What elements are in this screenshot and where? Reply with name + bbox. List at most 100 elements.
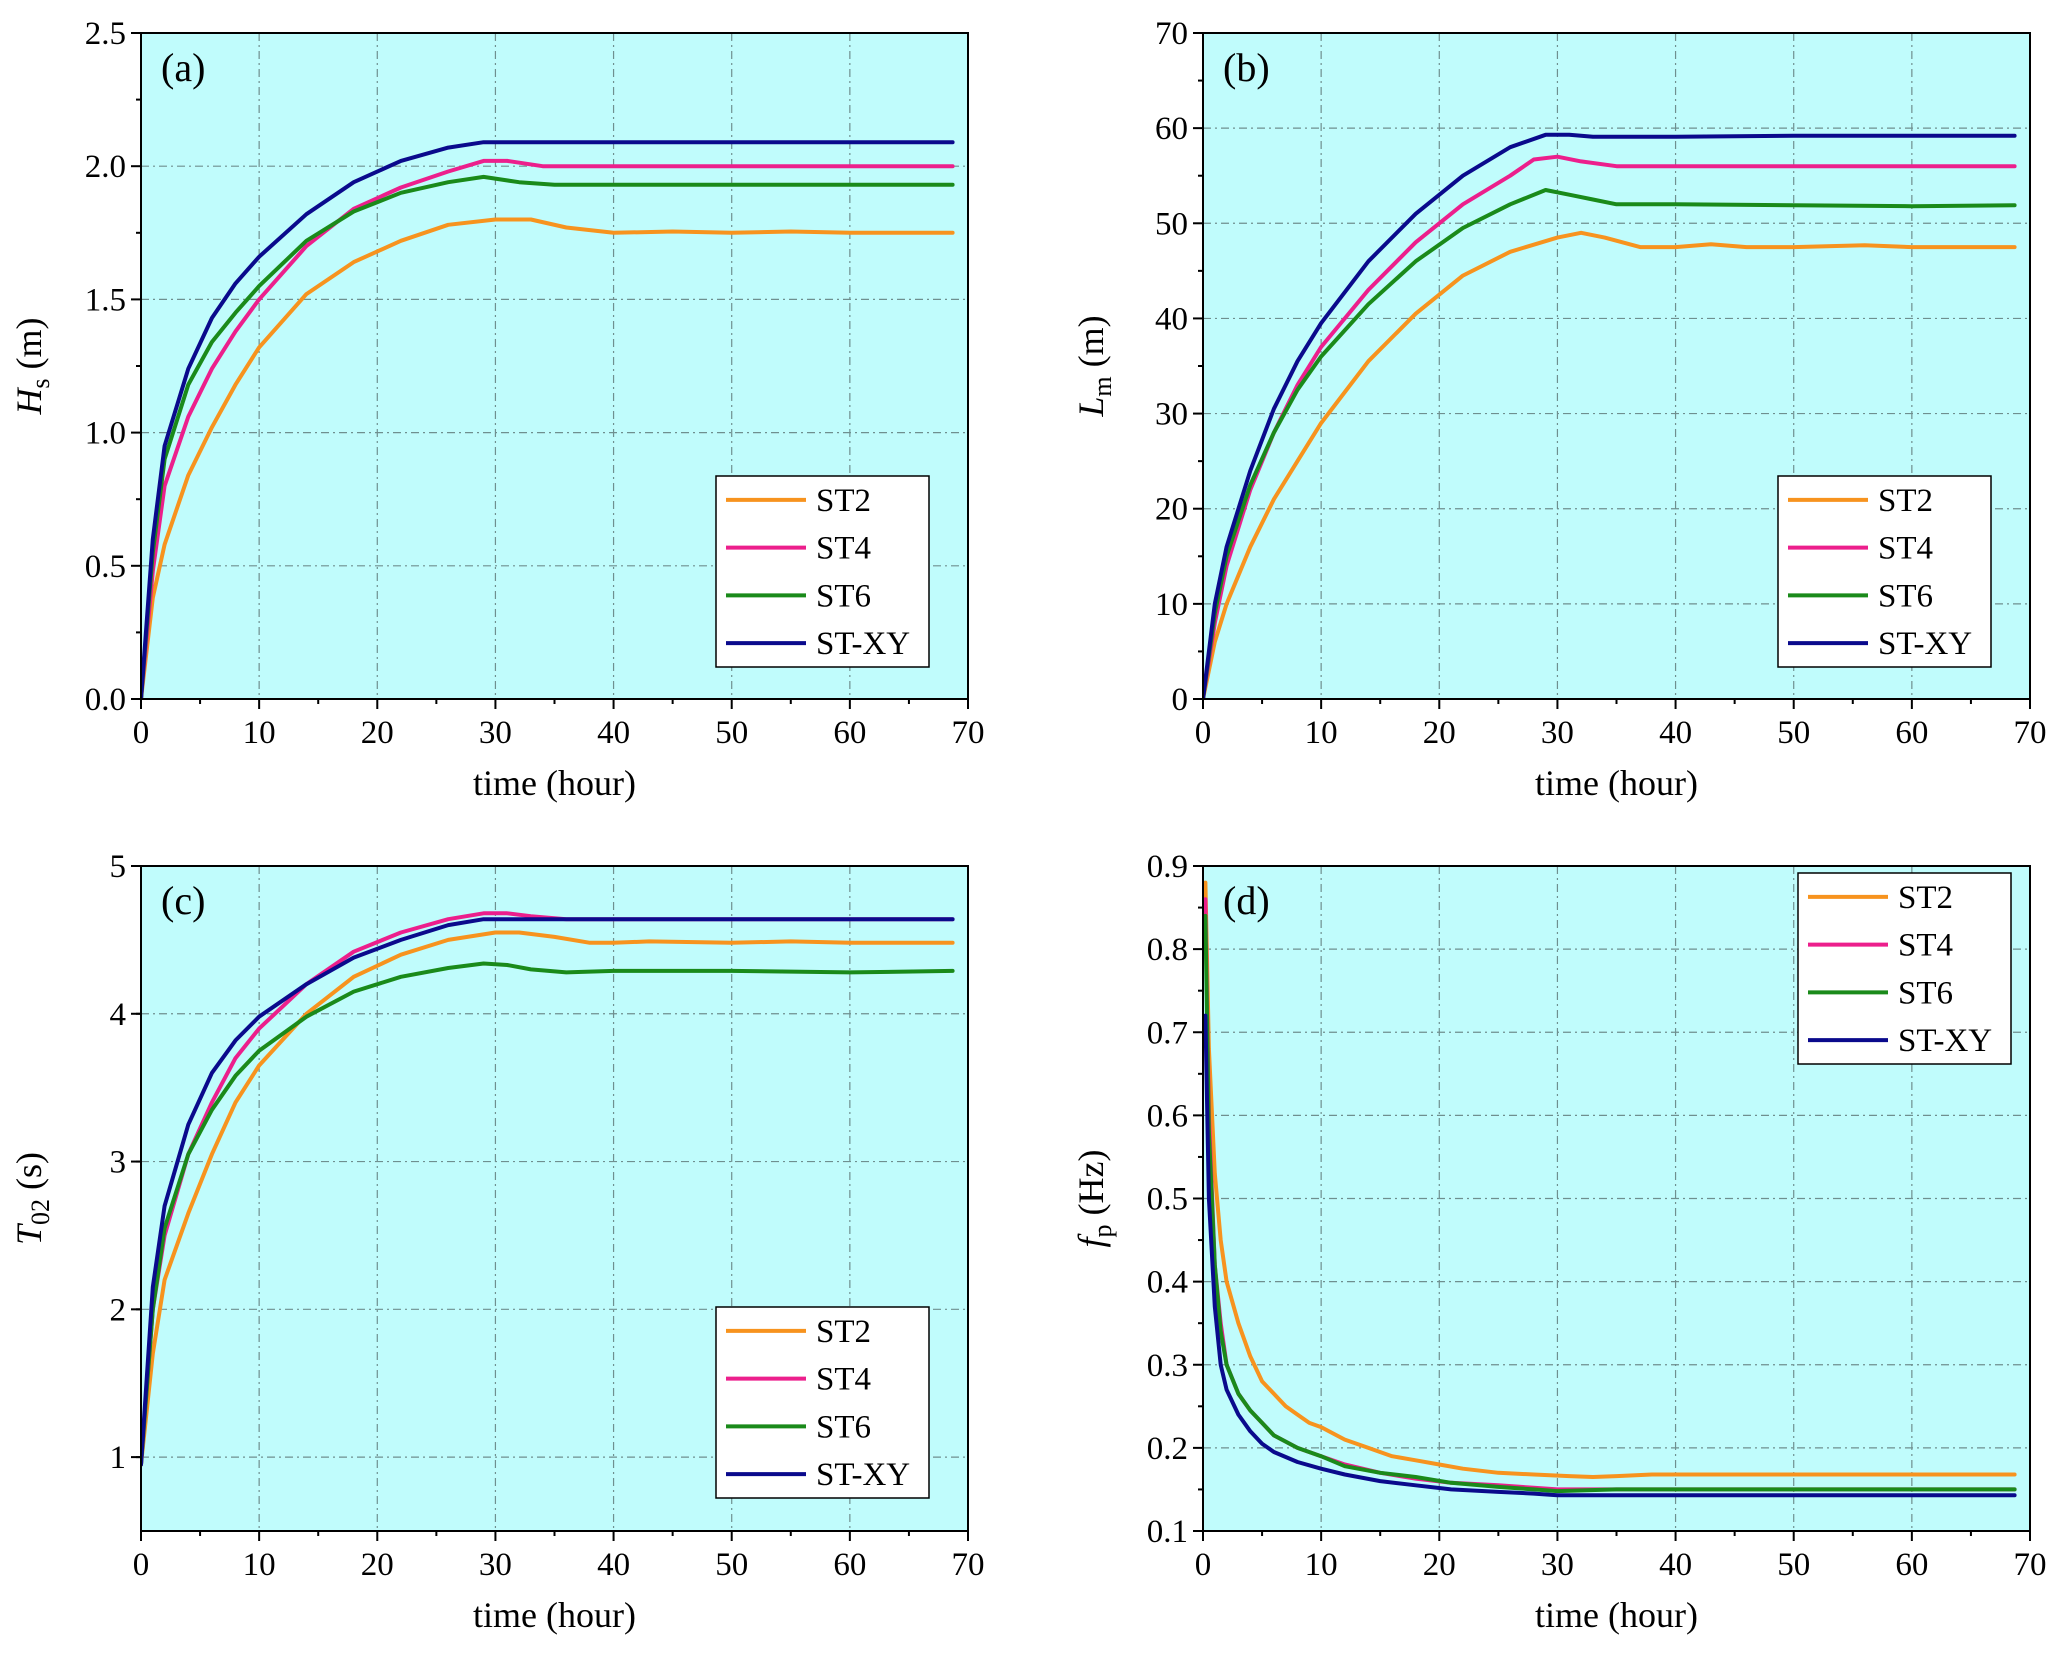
y-tick-label: 1	[110, 1440, 127, 1476]
y-axis-subscript: 02	[26, 1199, 55, 1225]
legend-label-st4: ST4	[1878, 531, 1933, 567]
y-tick-label: 1.0	[85, 416, 126, 452]
x-tick-label: 60	[833, 1547, 866, 1583]
x-tick-label: 10	[243, 715, 276, 751]
y-tick-label: 2	[110, 1292, 127, 1328]
panel-label: (d)	[1223, 878, 1270, 923]
series-line-st2	[141, 930, 955, 1467]
legend: ST2 ST4 ST6 ST-XY	[1777, 475, 1992, 668]
legend-box	[1797, 872, 2012, 1065]
y-tick-label: 5	[110, 849, 127, 885]
legend-box	[715, 1306, 930, 1499]
panel-a: 0 10 20 30 40 50 60 70 0.0 0.5 1.0 1.5 2.0 2.5 time (h…	[9, 16, 985, 803]
y-tick-label: 0.0	[85, 682, 126, 718]
series-line-st-xy	[1203, 132, 2017, 699]
y-axis-symbol: L	[1071, 397, 1111, 418]
legend-label-st2: ST2	[816, 483, 871, 519]
series-group	[1203, 880, 2017, 1498]
x-tick-label: 30	[479, 1547, 512, 1583]
series-line-st-xy	[1203, 1013, 2017, 1498]
x-axis-title: time (hour)	[473, 763, 636, 803]
legend-label-st4: ST4	[1898, 928, 1953, 964]
x-tick-label: 50	[715, 715, 748, 751]
series-line-st4	[141, 158, 955, 699]
x-tick-label: 10	[1305, 1547, 1338, 1583]
x-tick-label: 70	[952, 715, 985, 751]
x-axis-title: time (hour)	[1535, 763, 1698, 803]
legend-label-st6: ST6	[816, 578, 871, 614]
x-tick-label: 70	[2014, 715, 2047, 751]
y-axis-unit: (s)	[9, 1152, 49, 1199]
legend-box	[1777, 475, 1992, 668]
x-tick-label: 60	[1895, 1547, 1928, 1583]
series-line-st6	[1203, 188, 2017, 699]
y-axis-unit: (Hz)	[1071, 1150, 1111, 1225]
x-tick-label: 30	[1541, 1547, 1574, 1583]
series-group	[1203, 132, 2017, 699]
x-tick-label: 30	[479, 715, 512, 751]
y-tick-label: 1.5	[85, 282, 126, 318]
y-tick-label: 0.8	[1147, 932, 1188, 968]
legend-label-st4: ST4	[816, 531, 871, 567]
series-line-st6	[141, 174, 955, 699]
y-tick-label: 0.5	[85, 549, 126, 585]
x-tick-label: 30	[1541, 715, 1574, 751]
legend-label-st-xy: ST-XY	[816, 626, 910, 662]
x-tick-label: 60	[833, 715, 866, 751]
y-tick-label: 0	[1172, 682, 1189, 718]
x-tick-label: 40	[1659, 715, 1692, 751]
y-tick-label: 60	[1155, 111, 1188, 147]
y-axis-subscript: m	[1088, 376, 1117, 396]
x-tick-label: 0	[1195, 715, 1212, 751]
x-tick-label: 70	[952, 1547, 985, 1583]
y-axis-title: Lm (m)	[1071, 315, 1117, 417]
panel-c: 0 10 20 30 40 50 60 70 1 2 3 4 5 time (hour) T02 (s) (c…	[9, 849, 985, 1635]
x-tick-label: 70	[2014, 1547, 2047, 1583]
y-axis-subscript: s	[26, 378, 55, 388]
x-tick-label: 0	[133, 715, 150, 751]
x-tick-label: 20	[1423, 1547, 1456, 1583]
series-line-st6	[1203, 913, 2017, 1494]
series-line-st2	[1203, 230, 2017, 699]
y-tick-label: 0.1	[1147, 1514, 1188, 1550]
y-tick-label: 0.4	[1147, 1265, 1188, 1301]
x-axis-title: time (hour)	[473, 1595, 636, 1635]
panel-d: 0 10 20 30 40 50 60 70 0.1 0.2 0.3 0.4 0.5 0.6 0.7 0.8 0…	[1071, 849, 2047, 1635]
y-tick-label: 2.5	[85, 16, 126, 52]
panel-label: (c)	[161, 878, 205, 923]
y-axis-unit: (m)	[1071, 315, 1111, 376]
legend: ST2 ST4 ST6 ST-XY	[715, 1306, 930, 1499]
series-line-st-xy	[141, 917, 955, 1467]
legend-label-st6: ST6	[1878, 578, 1933, 614]
y-tick-label: 70	[1155, 16, 1188, 52]
series-line-st6	[141, 961, 955, 1467]
y-axis-symbol: H	[9, 387, 49, 416]
legend-label-st2: ST2	[816, 1314, 871, 1350]
legend-label-st-xy: ST-XY	[1898, 1023, 1992, 1059]
y-tick-label: 0.3	[1147, 1348, 1188, 1384]
legend: ST2 ST4 ST6 ST-XY	[715, 475, 930, 668]
x-axis-title: time (hour)	[1535, 1595, 1698, 1635]
y-axis-subscript: p	[1088, 1224, 1117, 1237]
legend-label-st2: ST2	[1878, 483, 1933, 519]
y-tick-label: 0.9	[1147, 849, 1188, 885]
y-axis-title: Hs (m)	[9, 317, 55, 415]
y-tick-label: 10	[1155, 587, 1188, 623]
series-group	[141, 911, 955, 1467]
panel-label: (b)	[1223, 45, 1270, 90]
y-axis-symbol: T	[9, 1222, 49, 1245]
y-tick-label: 40	[1155, 301, 1188, 337]
y-axis-title: fp (Hz)	[1071, 1150, 1117, 1248]
y-tick-label: 30	[1155, 397, 1188, 433]
x-tick-label: 40	[597, 715, 630, 751]
legend: ST2 ST4 ST6 ST-XY	[1797, 872, 2012, 1065]
legend-box	[715, 475, 930, 668]
legend-label-st4: ST4	[816, 1362, 871, 1398]
x-tick-label: 0	[1195, 1547, 1212, 1583]
x-tick-label: 20	[1423, 715, 1456, 751]
series-group	[141, 140, 955, 699]
panel-label: (a)	[161, 45, 205, 90]
x-tick-label: 50	[1777, 1547, 1810, 1583]
y-tick-label: 0.7	[1147, 1015, 1188, 1051]
